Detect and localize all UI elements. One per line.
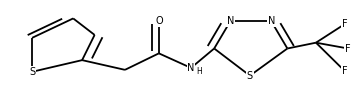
Text: O: O [155,16,163,26]
Text: H: H [196,67,202,76]
Text: F: F [342,66,347,76]
Text: F: F [342,19,347,29]
Text: N: N [268,16,275,26]
Text: N: N [227,16,234,26]
Text: S: S [29,67,35,77]
Text: N: N [187,63,195,73]
Text: S: S [247,71,253,81]
Text: F: F [345,43,351,54]
